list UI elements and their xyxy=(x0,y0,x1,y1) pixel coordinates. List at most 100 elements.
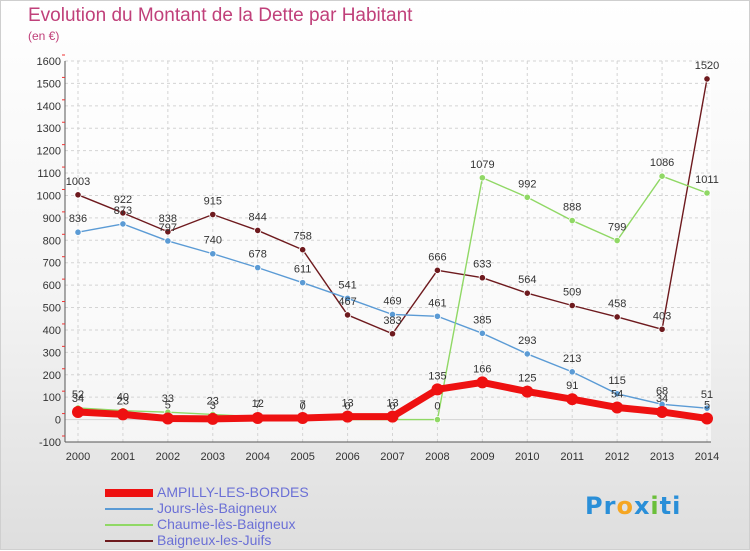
data-label: 1520 xyxy=(695,60,719,72)
x-tick-label: 2009 xyxy=(470,451,494,463)
data-point xyxy=(74,228,82,236)
legend-label: AMPILLY-LES-BORDES xyxy=(157,484,309,500)
data-label: 7 xyxy=(300,399,306,411)
data-point xyxy=(388,310,397,319)
data-label: 469 xyxy=(383,295,401,307)
data-label: 213 xyxy=(563,353,581,365)
x-tick-label: 2011 xyxy=(560,451,584,463)
data-label: 458 xyxy=(608,298,626,310)
data-point xyxy=(703,75,711,83)
data-label: 166 xyxy=(473,363,491,375)
data-point xyxy=(476,376,489,389)
data-label: 135 xyxy=(428,370,446,382)
logo-letter: Pr xyxy=(585,492,617,520)
data-point xyxy=(254,226,262,235)
data-point xyxy=(161,412,174,425)
y-tick-label: 600 xyxy=(43,280,61,292)
data-label: 836 xyxy=(69,213,87,225)
data-point xyxy=(433,312,442,320)
data-label: 797 xyxy=(159,222,177,234)
x-tick-label: 2013 xyxy=(650,451,674,463)
data-label: 51 xyxy=(701,389,713,401)
data-point xyxy=(341,410,354,423)
x-tick-label: 2004 xyxy=(245,451,269,463)
data-point xyxy=(299,246,307,254)
data-label: 564 xyxy=(518,274,536,286)
y-tick-label: 1000 xyxy=(37,190,61,202)
data-label: 461 xyxy=(428,297,446,309)
x-tick-label: 2007 xyxy=(380,451,404,463)
data-point xyxy=(523,350,531,358)
data-point xyxy=(701,412,713,425)
data-label: 1079 xyxy=(470,159,494,171)
x-tick-label: 2005 xyxy=(290,451,314,463)
data-label: 992 xyxy=(518,178,536,190)
data-label: 23 xyxy=(207,395,219,407)
legend-swatch xyxy=(105,540,153,542)
proxiti-logo: Proxiti xyxy=(585,492,681,520)
data-point xyxy=(164,228,172,236)
data-label: 888 xyxy=(563,202,581,214)
data-point xyxy=(299,279,307,287)
data-point xyxy=(521,385,534,398)
data-label: 0 xyxy=(345,401,351,413)
data-point xyxy=(119,209,127,217)
data-point xyxy=(296,412,309,425)
plot-area xyxy=(65,61,711,442)
logo-letter: ti xyxy=(659,492,682,520)
data-label: 3 xyxy=(210,400,216,412)
data-label: 52 xyxy=(72,389,84,401)
legend-swatch xyxy=(105,508,153,510)
data-point xyxy=(566,393,579,406)
y-tick-label: 0 xyxy=(55,415,61,427)
data-label: 467 xyxy=(338,296,356,308)
x-tick-label: 2012 xyxy=(605,451,629,463)
data-label: 758 xyxy=(293,231,311,243)
data-point xyxy=(386,410,399,423)
data-point xyxy=(568,368,576,376)
y-tick-label: 1300 xyxy=(37,123,61,135)
data-label: 0 xyxy=(389,401,395,413)
data-label: 383 xyxy=(383,315,401,327)
data-point xyxy=(568,216,576,225)
legend-label: Chaume-lès-Baigneux xyxy=(157,516,296,532)
data-point xyxy=(116,408,129,421)
data-point xyxy=(523,193,531,201)
x-tick-label: 2006 xyxy=(335,451,359,463)
y-tick-label: 700 xyxy=(43,258,61,270)
data-label: 125 xyxy=(518,373,536,385)
data-label: 40 xyxy=(117,392,129,404)
data-point xyxy=(613,390,621,398)
y-tick-label: 500 xyxy=(43,303,61,315)
data-point xyxy=(343,294,352,302)
chart-title: Evolution du Montant de la Dette par Hab… xyxy=(28,5,413,26)
y-tick-label: 100 xyxy=(43,392,61,404)
data-point xyxy=(703,404,711,412)
data-point xyxy=(613,313,621,321)
x-tick-label: 2014 xyxy=(695,451,719,463)
data-label: 54 xyxy=(611,388,623,400)
data-label: 799 xyxy=(608,222,626,234)
data-point xyxy=(656,405,669,418)
data-label: 5 xyxy=(165,399,171,411)
data-point xyxy=(74,191,82,199)
data-label: 678 xyxy=(249,249,267,261)
data-label: 33 xyxy=(162,393,174,405)
x-tick-label: 2008 xyxy=(425,451,449,463)
legend-label: Jours-lès-Baigneux xyxy=(157,500,277,516)
y-tick-label: 1100 xyxy=(37,168,61,180)
data-label: 873 xyxy=(114,205,132,217)
y-tick-label: 300 xyxy=(43,347,61,359)
data-point xyxy=(164,237,172,245)
data-label: 12 xyxy=(252,398,264,410)
data-label: 34 xyxy=(72,393,84,405)
y-tick-label: 1600 xyxy=(37,56,61,68)
logo-letter: x xyxy=(633,492,651,520)
data-label: 838 xyxy=(159,213,177,225)
data-point xyxy=(209,210,217,219)
data-label: 7 xyxy=(255,399,261,411)
data-point xyxy=(388,330,397,338)
data-label: 0 xyxy=(434,401,440,413)
